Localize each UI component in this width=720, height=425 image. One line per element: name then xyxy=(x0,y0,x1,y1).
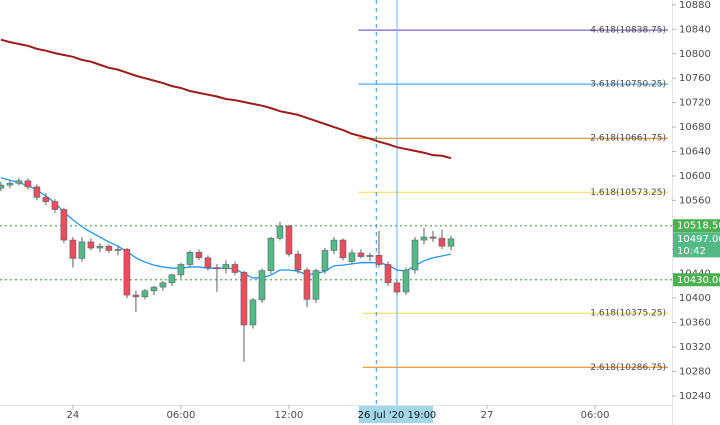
candle-body xyxy=(321,250,329,271)
candle-body xyxy=(294,253,302,271)
y-tick-label: 10640 xyxy=(679,146,711,157)
candle-body xyxy=(411,239,419,271)
x-tick-label: 12:00 xyxy=(275,410,304,421)
countdown-label: 10:42 xyxy=(677,246,706,257)
candle-body xyxy=(429,236,437,239)
candle-body xyxy=(267,237,275,271)
price-badge xyxy=(673,273,720,287)
candle-body xyxy=(276,225,284,239)
candle-body xyxy=(141,290,149,298)
y-tick-label: 10240 xyxy=(679,391,711,402)
candle-body xyxy=(375,255,383,265)
x-tick-label: 24 xyxy=(67,410,80,421)
candle-body xyxy=(60,209,68,241)
candle-body xyxy=(132,294,140,298)
candle-body xyxy=(0,184,5,189)
y-tick-label: 10560 xyxy=(679,195,711,206)
fib-label: 2.618(10661.75) xyxy=(590,134,666,144)
candle-body xyxy=(348,252,356,262)
y-tick-label: 10400 xyxy=(679,293,711,304)
x-tick-label: 06:00 xyxy=(581,410,610,421)
moving-average xyxy=(0,38,452,160)
time-axis xyxy=(0,405,672,425)
candle-body xyxy=(96,245,104,249)
candle-body xyxy=(24,180,32,188)
crosshair-label: 26 Jul '20 19:00 xyxy=(358,410,437,421)
fib-label: 1.618(10573.25) xyxy=(590,188,666,198)
candle-body xyxy=(87,241,95,249)
candle-body xyxy=(6,182,14,186)
candle-body xyxy=(249,299,257,326)
candle-body xyxy=(330,239,338,251)
last-price-badge xyxy=(673,232,720,258)
y-tick-label: 10680 xyxy=(679,122,711,133)
candle-body xyxy=(213,267,221,270)
candle-body xyxy=(33,186,41,198)
fib-label: 2.618(10286.75) xyxy=(590,363,666,373)
last-price-label: 10497.00 xyxy=(677,234,720,245)
candle-body xyxy=(150,286,158,292)
candle-body xyxy=(402,269,410,293)
candle-body xyxy=(357,252,365,257)
price-badge-label: 10430.00 xyxy=(677,275,720,286)
price-badge-label: 10518.50 xyxy=(677,221,720,232)
candle-body xyxy=(69,239,77,259)
candle-body xyxy=(393,282,401,293)
candle-body xyxy=(186,251,194,265)
y-tick-label: 10320 xyxy=(679,342,711,353)
candle-body xyxy=(231,264,239,273)
candle-body xyxy=(159,282,167,288)
x-tick-label: 27 xyxy=(481,410,494,421)
price-axis xyxy=(672,0,720,425)
candle-body xyxy=(285,225,293,255)
fib-label: 3.618(10750.25) xyxy=(590,80,666,90)
candle-body xyxy=(51,201,59,210)
fib-label: 4.618(10838.75) xyxy=(590,26,666,36)
price-badge xyxy=(673,219,720,233)
candle-body xyxy=(78,241,86,259)
y-tick-label: 10360 xyxy=(679,318,711,329)
candle-body xyxy=(420,236,428,241)
candle-body xyxy=(42,197,50,202)
fib-label: 1.618(10375.25) xyxy=(590,309,666,319)
y-tick-label: 10880 xyxy=(679,0,711,11)
x-tick-label: 06:00 xyxy=(167,410,196,421)
candle-body xyxy=(366,255,374,257)
candle-body xyxy=(438,237,446,247)
candle-body xyxy=(258,270,266,301)
y-tick-label: 10280 xyxy=(679,366,711,377)
candle-body xyxy=(240,272,248,326)
candle-body xyxy=(312,270,320,300)
y-tick-label: 10840 xyxy=(679,24,711,35)
candle-body xyxy=(222,264,230,270)
candle-body xyxy=(123,248,131,296)
candle-body xyxy=(384,264,392,284)
candle-body xyxy=(447,238,455,247)
candle-body xyxy=(195,251,203,259)
y-tick-label: 10760 xyxy=(679,73,711,84)
y-tick-label: 10800 xyxy=(679,49,711,60)
candle-body xyxy=(177,264,185,276)
candle-body xyxy=(105,245,113,251)
y-tick-label: 10600 xyxy=(679,171,711,182)
candle-body xyxy=(339,239,347,259)
candle-body xyxy=(303,269,311,300)
candle-body xyxy=(168,274,176,284)
candle-body xyxy=(114,248,122,251)
crosshair-badge xyxy=(358,406,433,423)
candle-body xyxy=(15,180,23,184)
y-tick-label: 10720 xyxy=(679,98,711,109)
candle-body xyxy=(204,257,212,268)
